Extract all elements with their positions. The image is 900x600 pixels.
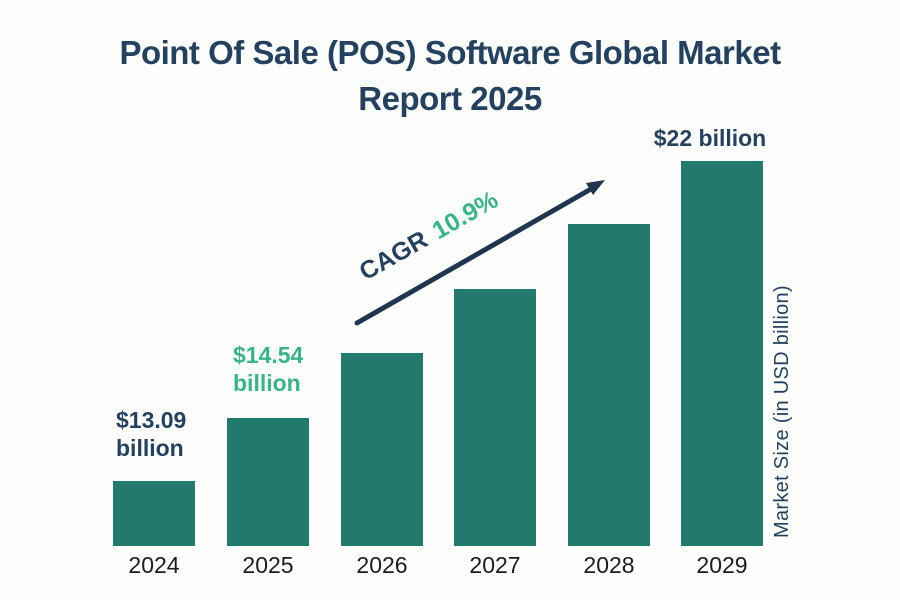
chart-title-line2: Report 2025: [358, 80, 542, 117]
cagr-annotation: CAGR10.9%: [355, 186, 504, 287]
cagr-value: 10.9%: [427, 185, 503, 245]
x-axis-label-2026: 2026: [356, 552, 408, 578]
x-axis-label-2025: 2025: [242, 552, 294, 578]
bar-2024: [113, 481, 195, 546]
y-axis-title: Market Size (in USD billion): [771, 285, 793, 539]
x-axis-label-2028: 2028: [583, 552, 635, 578]
chart-title: Point Of Sale (POS) Software Global Mark…: [0, 30, 900, 122]
bar-2027: [454, 289, 536, 546]
chart-title-line1: Point Of Sale (POS) Software Global Mark…: [119, 34, 781, 71]
value-label-2024: $13.09 billion: [116, 407, 187, 461]
bar-2026: [341, 353, 423, 546]
value-label-2025: $14.54 billion: [233, 342, 304, 396]
x-axis-label-2024: 2024: [128, 552, 180, 578]
bar-2029: [681, 161, 763, 546]
cagr-arrow-head: [586, 180, 605, 195]
bar-2025: [227, 418, 309, 546]
x-axis-label-2027: 2027: [469, 552, 521, 578]
x-axis-label-2029: 2029: [696, 552, 748, 578]
bar-2028: [568, 224, 650, 546]
value-label-2029: $22 billion: [653, 125, 767, 151]
cagr-text: CAGR: [354, 225, 433, 287]
